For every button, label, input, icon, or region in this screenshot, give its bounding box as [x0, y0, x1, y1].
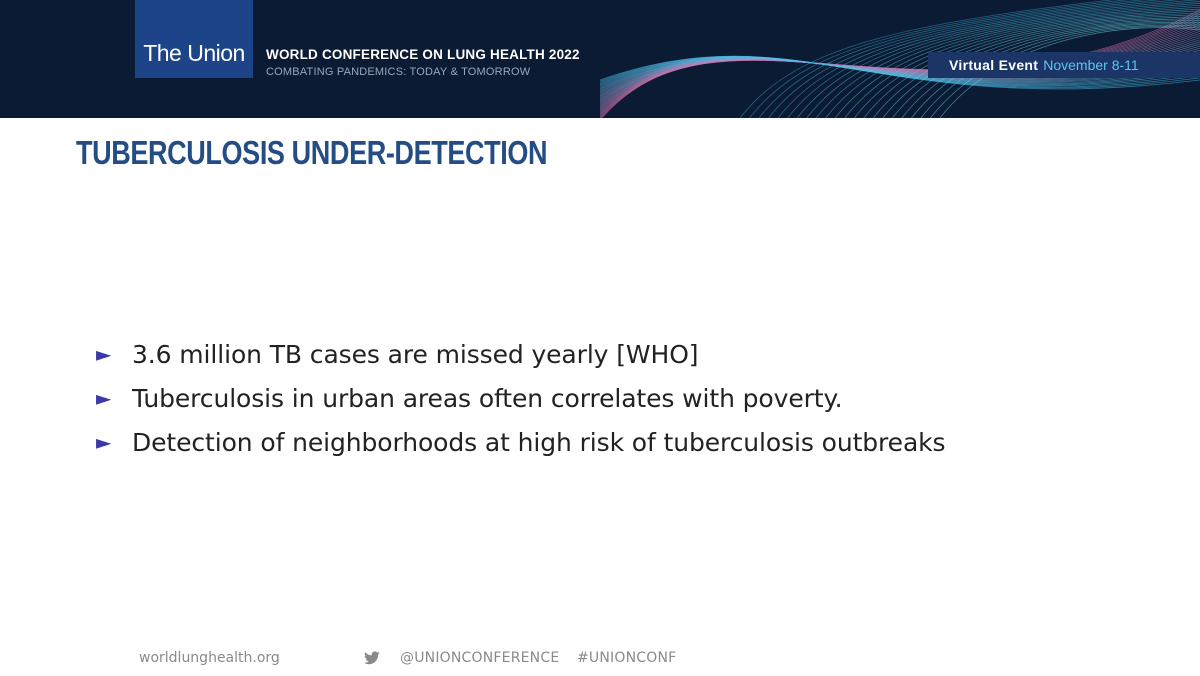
- event-banner: Virtual Event November 8-11: [928, 52, 1200, 78]
- logo-text: The Union: [143, 39, 245, 66]
- triangle-right-icon: ►: [96, 430, 112, 454]
- wave-line: [873, 16, 1200, 118]
- wave-line: [901, 21, 1200, 118]
- union-logo[interactable]: The Union: [135, 0, 253, 78]
- triangle-right-icon: ►: [96, 386, 112, 410]
- hashtag[interactable]: #UNIONCONF: [577, 650, 677, 666]
- bullet-text: Tuberculosis in urban areas often correl…: [132, 383, 843, 413]
- wave-line: [892, 20, 1200, 118]
- wave-line: [920, 24, 1200, 118]
- header-banner: The Union WORLD CONFERENCE ON LUNG HEALT…: [0, 0, 1200, 118]
- conference-subtitle: COMBATING PANDEMICS: TODAY & TOMORROW: [266, 66, 531, 78]
- website-link[interactable]: worldlunghealth.org: [139, 650, 280, 666]
- conference-title: WORLD CONFERENCE ON LUNG HEALTH 2022: [266, 47, 580, 62]
- wave-line: [911, 23, 1200, 118]
- wave-line: [787, 0, 1200, 118]
- wave-line: [939, 27, 1200, 118]
- wave-line: [930, 26, 1200, 118]
- wave-line: [882, 18, 1200, 118]
- bullet-item: ► 3.6 million TB cases are missed yearly…: [96, 332, 945, 376]
- wave-line: [834, 8, 1200, 118]
- footer: worldlunghealth.org @UNIONCONFERENCE #UN…: [0, 650, 1200, 670]
- wave-line: [806, 2, 1200, 118]
- bullet-text: Detection of neighborhoods at high risk …: [132, 427, 946, 457]
- twitter-handle[interactable]: @UNIONCONFERENCE: [400, 650, 560, 666]
- wave-line: [600, 55, 1200, 90]
- slide-title: TUBERCULOSIS UNDER-DETECTION: [76, 134, 548, 171]
- wave-line: [739, 0, 1114, 118]
- event-label: Virtual Event: [949, 57, 1039, 73]
- bullet-item: ► Detection of neighborhoods at high ris…: [96, 420, 946, 464]
- wave-line: [863, 14, 1200, 118]
- wave-line: [777, 0, 1180, 118]
- wave-line: [853, 12, 1200, 118]
- wave-line: [768, 0, 1161, 118]
- wave-line: [749, 0, 1129, 118]
- bullet-item: ► Tuberculosis in urban areas often corr…: [96, 376, 945, 420]
- bullet-list: ► 3.6 million TB cases are missed yearly…: [96, 332, 946, 464]
- event-dates: November 8-11: [1043, 57, 1139, 73]
- wave-line: [844, 10, 1200, 118]
- triangle-right-icon: ►: [96, 342, 112, 366]
- bullet-text: 3.6 million TB cases are missed yearly […: [132, 339, 699, 369]
- wave-line: [815, 4, 1200, 118]
- twitter-bird-icon[interactable]: [364, 651, 380, 665]
- wave-line: [796, 1, 1200, 118]
- wave-line: [825, 6, 1200, 118]
- wave-line: [758, 0, 1145, 118]
